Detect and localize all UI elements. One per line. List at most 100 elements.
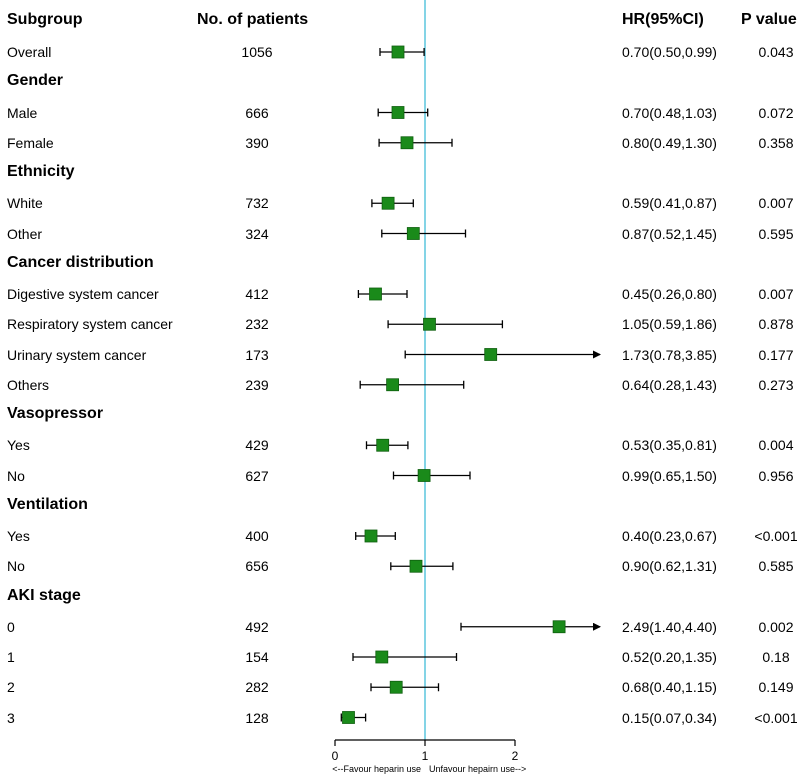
- row-label: Yes: [7, 437, 30, 454]
- patients-count: 656: [245, 558, 269, 575]
- hr-marker: [406, 227, 420, 240]
- row-label: Female: [7, 134, 54, 151]
- patients-count: 324: [245, 225, 269, 242]
- x-tick-label: 2: [512, 749, 519, 763]
- hr-ci-value: 0.70(0.50,0.99): [622, 44, 717, 60]
- row-label: 1: [7, 649, 15, 665]
- hr-marker: [376, 438, 390, 452]
- group-label: Gender: [7, 72, 64, 90]
- patients-count: 429: [245, 437, 269, 454]
- hr-marker: [484, 348, 498, 361]
- row-label: Urinary system cancer: [7, 346, 147, 363]
- row-label: No: [7, 467, 25, 484]
- hr-marker: [342, 711, 355, 724]
- hr-marker: [389, 680, 403, 694]
- hr-marker: [386, 378, 400, 392]
- p-value: 0.595: [758, 225, 794, 242]
- patients-count: 232: [245, 316, 269, 333]
- patients-count: 732: [245, 195, 269, 212]
- hr-header: HR(95%CI): [622, 11, 704, 28]
- hr-ci-value: 0.64(0.28,1.43): [622, 376, 717, 393]
- patients-count: 390: [245, 134, 269, 151]
- patients-count: 627: [245, 467, 269, 484]
- hr-ci-value: 0.99(0.65,1.50): [622, 467, 717, 484]
- hr-marker: [417, 469, 431, 482]
- hr-ci-value: 2.49(1.40,4.40): [622, 618, 717, 635]
- row-label: 0: [7, 618, 15, 635]
- group-label: AKI stage: [7, 586, 81, 604]
- p-value: 0.004: [758, 437, 794, 454]
- hr-ci-value: 0.45(0.26,0.80): [622, 286, 717, 302]
- row-label: 3: [7, 709, 15, 726]
- patients-count: 666: [245, 104, 269, 121]
- subgroup-header: Subgroup: [7, 11, 83, 28]
- p-value: 0.878: [758, 316, 794, 333]
- p-value: 0.007: [758, 195, 794, 212]
- p-value: 0.18: [762, 649, 790, 665]
- hr-marker: [423, 317, 436, 331]
- hr-ci-value: 1.05(0.59,1.86): [622, 316, 717, 333]
- p-value: 0.043: [758, 44, 794, 60]
- patients-count: 412: [245, 286, 269, 302]
- p-value: 0.072: [758, 104, 794, 121]
- hr-marker: [409, 559, 423, 573]
- row-label: No: [7, 558, 25, 575]
- hr-marker: [391, 106, 405, 119]
- group-label: Ventilation: [7, 495, 88, 513]
- p-value: 0.177: [758, 346, 794, 363]
- hr-marker: [364, 529, 378, 543]
- hr-marker: [375, 650, 389, 664]
- p-value: 0.007: [758, 286, 794, 302]
- hr-marker: [400, 136, 414, 150]
- patients-count: 239: [245, 376, 269, 393]
- row-label: Others: [7, 376, 50, 393]
- row-label: 2: [7, 679, 15, 696]
- hr-ci-value: 0.68(0.40,1.15): [622, 679, 717, 696]
- hr-ci-value: 0.80(0.49,1.30): [622, 134, 717, 151]
- p-value: 0.956: [758, 467, 794, 484]
- p-value: 0.149: [758, 679, 794, 696]
- row-label: Respiratory system cancer: [7, 316, 173, 333]
- p-value: 0.358: [758, 134, 794, 151]
- x-tick-label: 1: [422, 749, 429, 763]
- patients-count: 154: [245, 649, 269, 665]
- hr-ci-value: 0.52(0.20,1.35): [622, 649, 717, 665]
- hr-ci-value: 0.40(0.23,0.67): [622, 528, 717, 544]
- row-label: Overall: [7, 44, 52, 60]
- favour-right-label: Unfavour hepairn use-->: [429, 764, 526, 774]
- hr-ci-value: 0.87(0.52,1.45): [622, 225, 717, 242]
- hr-ci-value: 1.73(0.78,3.85): [622, 346, 717, 363]
- p-value: 0.585: [758, 558, 794, 575]
- hr-ci-value: 0.70(0.48,1.03): [622, 104, 717, 121]
- hr-ci-value: 0.15(0.07,0.34): [622, 709, 717, 726]
- patients-count: 492: [245, 618, 269, 635]
- patients-header: No. of patients: [197, 11, 309, 28]
- row-label: Other: [7, 225, 43, 242]
- group-label: Ethnicity: [7, 163, 75, 180]
- hr-marker: [369, 287, 382, 301]
- pvalue-header: P value: [741, 11, 797, 28]
- p-value: <0.001: [754, 528, 798, 544]
- row-label: White: [7, 195, 43, 212]
- p-value: 0.273: [758, 376, 794, 393]
- patients-count: 173: [245, 346, 269, 363]
- x-tick-label: 0: [332, 749, 339, 763]
- hr-ci-value: 0.59(0.41,0.87): [622, 195, 717, 212]
- hr-marker: [381, 196, 395, 210]
- patients-count: 400: [245, 528, 269, 544]
- patients-count: 282: [245, 679, 269, 696]
- group-label: Cancer distribution: [7, 253, 154, 271]
- p-value: <0.001: [754, 709, 798, 726]
- hr-ci-value: 0.90(0.62,1.31): [622, 558, 717, 575]
- favour-left-label: <--Favour heparin use: [332, 764, 421, 774]
- row-label: Male: [7, 104, 38, 121]
- patients-count: 128: [245, 709, 269, 726]
- group-label: Vasopressor: [7, 405, 104, 422]
- hr-marker: [552, 620, 566, 634]
- patients-count: 1056: [241, 44, 273, 60]
- hr-marker: [391, 45, 405, 59]
- row-label: Yes: [7, 528, 30, 544]
- hr-ci-value: 0.53(0.35,0.81): [622, 437, 717, 454]
